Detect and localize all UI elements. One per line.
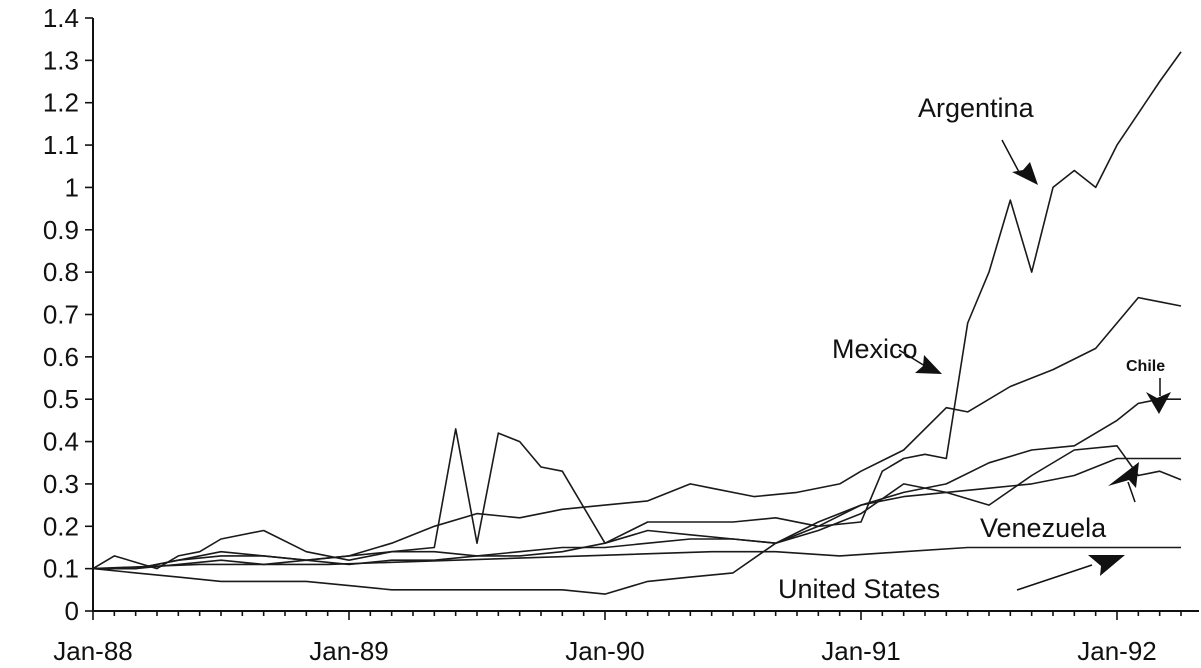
y-tick-label: 0.2: [43, 511, 79, 541]
series-line-chile: [93, 398, 1181, 570]
series-line-argentina: [93, 51, 1182, 570]
y-tick-label: 0.4: [43, 427, 79, 457]
y-tick-label: 0.3: [43, 469, 79, 499]
venezuela-pointer-line: [1127, 481, 1136, 503]
united-states-pointer-line: [1016, 564, 1093, 591]
series-layer: [92, 51, 1182, 595]
annotation-label-mexico: Mexico: [832, 334, 918, 364]
series-line-unlabeled-5: [92, 546, 1181, 570]
united-states-arrowhead: [1088, 555, 1125, 576]
mexico-arrowhead: [915, 355, 942, 374]
annotation-label-argentina: Argentina: [918, 93, 1035, 123]
x-tick-label: Jan-91: [821, 636, 901, 666]
y-tick-label: 0.9: [43, 215, 79, 245]
series-line-united-states: [92, 457, 1181, 595]
y-tick-label: 1: [65, 172, 79, 202]
x-tick-label: Jan-92: [1077, 636, 1157, 666]
series-line-venezuela: [92, 444, 1182, 570]
x-tick-label: Jan-89: [309, 636, 389, 666]
y-tick-label: 0.6: [43, 342, 79, 372]
annotation-label-united-states: United States: [778, 574, 940, 604]
mexico-pointer-line: [898, 349, 926, 367]
x-tick-label: Jan-90: [565, 636, 645, 666]
y-tick-label: 0.7: [43, 300, 79, 330]
y-tick-label: 1.4: [43, 3, 79, 33]
venezuela-arrowhead: [1108, 462, 1139, 488]
y-ticks: 0 0.1 0.2 0.3 0.4 0.5 0.6 0.7 0.8 0.9 1 1.1 1.2 1.3 1.…: [43, 3, 93, 626]
series-line-mexico: [93, 296, 1182, 570]
chile-arrowhead: [1146, 392, 1171, 414]
annotation-label-venezuela: Venezuela: [980, 513, 1107, 543]
y-tick-label: 1.2: [43, 88, 79, 118]
y-tick-label: 0.1: [43, 554, 79, 584]
argentina-arrowhead: [1012, 162, 1038, 185]
argentina-pointer-line: [1001, 139, 1020, 173]
y-tick-label: 0.5: [43, 384, 79, 414]
y-tick-label: 0: [65, 596, 79, 626]
y-tick-label: 0.8: [43, 257, 79, 287]
x-ticks: Jan-88 Jan-89 Jan-90 Jan-91 Jan-92: [53, 611, 1182, 666]
y-tick-label: 1.3: [43, 45, 79, 75]
annotation-label-chile: Chile: [1126, 358, 1165, 375]
annotations: Argentina Mexico Chile Venezuela United …: [778, 93, 1171, 604]
y-tick-label: 1.1: [43, 130, 79, 160]
x-tick-label: Jan-88: [53, 636, 133, 666]
